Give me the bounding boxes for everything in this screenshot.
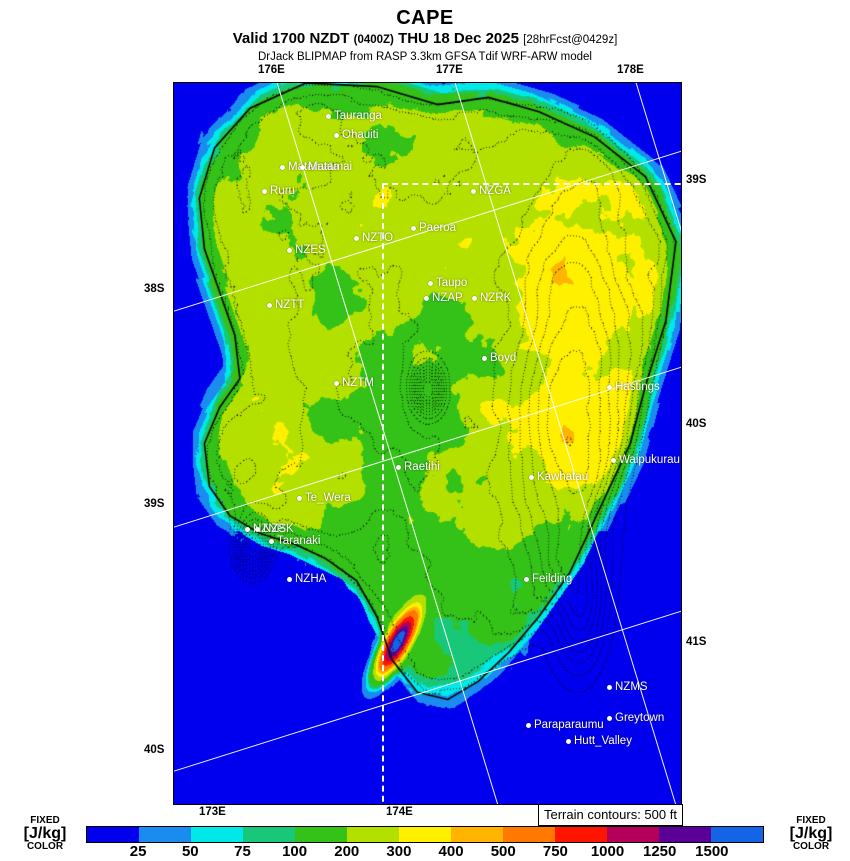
cape-field-raster [174,83,681,804]
lon-tick-174e: 174E [386,806,413,818]
title-block: CAPE Valid 1700 NZDT (0400Z) THU 18 Dec … [0,0,850,64]
colorbar-segment[interactable] [451,827,503,842]
colorbar-tick-1500: 1500 [695,843,729,860]
colorbar-units-right: FIXED [J/kg] COLOR [780,816,842,852]
lon-tick-173e: 173E [199,806,226,818]
colorbar-tick-100: 100 [282,843,308,860]
forecast-map[interactable]: Tauranga Ohauiti Matamata Matamai Ruru NZGA Pa… [173,82,682,805]
terrain-contour-note: Terrain contours: 500 ft [538,804,683,826]
lat-tick-right-41s: 41S [686,636,707,648]
colorbar-segment[interactable] [659,827,711,842]
colorbar-tick-labels: 25 50 75 100 200 300 400 500 750 1000 1250 1500 [86,843,764,861]
lon-tick-176e: 176E [258,64,285,76]
colorbar-color-label-left: COLOR [26,841,64,852]
colorbar-tick-200: 200 [334,843,360,860]
lon-tick-177e: 177E [436,64,463,76]
forecast-tag: [28hrFcst@0429z] [523,34,618,46]
colorbar-segment[interactable] [555,827,607,842]
colorbar-segment[interactable] [711,827,763,842]
colorbar-segment[interactable] [191,827,243,842]
colorbar-segment[interactable] [295,827,347,842]
colorbar-segment[interactable] [399,827,451,842]
colorbar-fixed-label-right: FIXED [796,815,826,826]
valid-time-line: Valid 1700 NZDT (0400Z) THU 18 Dec 2025 … [0,30,850,49]
colorbar-tick-300: 300 [386,843,412,860]
colorbar-segment[interactable] [243,827,295,842]
colorbar-segment[interactable] [347,827,399,842]
colorbar-segment[interactable] [139,827,191,842]
lon-tick-178e: 178E [617,64,644,76]
colorbar-tick-25: 25 [129,843,147,860]
colorbar-units-left: FIXED [J/kg] COLOR [14,816,76,852]
colorbar-tick-1000: 1000 [590,843,625,860]
valid-time: Valid 1700 NZDT [232,30,350,47]
colorbar-tick-50: 50 [181,843,199,860]
colorbar-tick-500: 500 [490,843,516,860]
colorbar-unit-label-left: [J/kg] [23,825,67,842]
colorbar[interactable] [86,826,764,843]
colorbar-color-label-right: COLOR [792,841,830,852]
model-description: DrJack BLIPMAP from RASP 3.3km GFSA Tdif… [257,51,592,63]
lat-tick-left-38s: 38S [144,283,165,295]
colorbar-tick-1250: 1250 [643,843,677,860]
colorbar-tick-400: 400 [438,843,464,860]
lat-tick-left-39s: 39S [144,498,165,510]
lat-tick-right-40s: 40S [686,418,707,430]
page-title: CAPE [396,7,454,29]
lat-tick-right-39s: 39S [686,174,707,186]
colorbar-segment[interactable] [607,827,659,842]
colorbar-tick-750: 750 [542,843,568,860]
valid-time-utc: (0400Z) [353,34,394,46]
colorbar-unit-label-right: [J/kg] [789,825,833,842]
valid-date: THU 18 Dec 2025 [398,30,519,47]
colorbar-tick-75: 75 [234,843,251,860]
colorbar-segment[interactable] [503,827,555,842]
colorbar-segment[interactable] [87,827,139,842]
colorbar-fixed-label-left: FIXED [30,815,60,826]
lat-tick-left-40s: 40S [144,744,165,756]
